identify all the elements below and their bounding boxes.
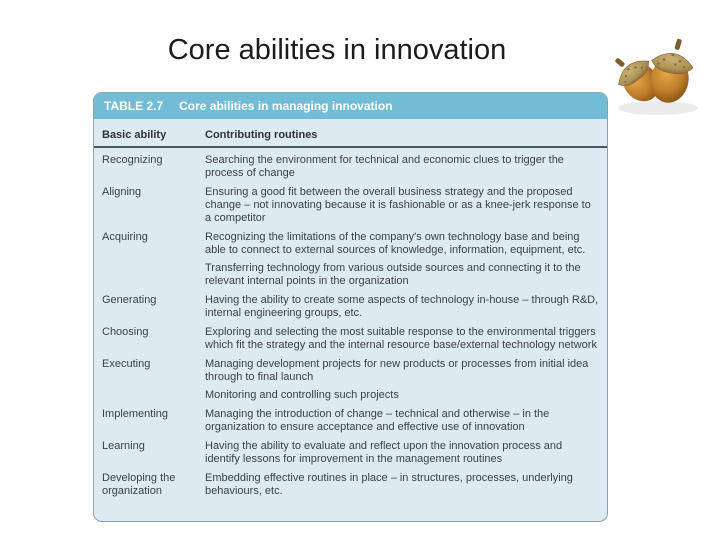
- column-header-basic-ability: Basic ability: [102, 129, 167, 141]
- innovation-table: TABLE 2.7 Core abilities in managing inn…: [93, 92, 608, 522]
- table-row: Generating Having the ability to create …: [102, 294, 599, 320]
- basic-ability-cell: Learning: [102, 440, 145, 452]
- routine-paragraph: Searching the environment for technical …: [205, 154, 564, 179]
- column-headers: Basic ability Contributing routines: [94, 119, 607, 148]
- contributing-routines-cell: Ensuring a good fit between the overall …: [205, 186, 599, 225]
- routine-paragraph: Monitoring and controlling such projects: [205, 389, 399, 401]
- routine-paragraph: Managing the introduction of change – te…: [205, 408, 550, 433]
- contributing-routines-cell: Having the ability to create some aspect…: [205, 294, 599, 320]
- basic-ability-cell: Implementing: [102, 408, 169, 420]
- column-header-contributing-routines: Contributing routines: [205, 129, 318, 141]
- table-body: Recognizing Searching the environment fo…: [94, 148, 607, 498]
- table-row: Learning Having the ability to evaluate …: [102, 440, 599, 466]
- page-title: Core abilities in innovation: [167, 34, 507, 66]
- table-row: Aligning Ensuring a good fit between the…: [102, 186, 599, 225]
- contributing-routines-cell: Searching the environment for technical …: [205, 154, 599, 180]
- contributing-routines-cell: Recognizing the limitations of the compa…: [205, 231, 599, 288]
- basic-ability-cell: Developing the organization: [102, 472, 176, 497]
- basic-ability-cell: Generating: [102, 294, 157, 306]
- contributing-routines-cell: Exploring and selecting the most suitabl…: [205, 326, 599, 352]
- table-number: TABLE 2.7: [104, 99, 164, 113]
- basic-ability-cell: Choosing: [102, 326, 149, 338]
- contributing-routines-cell: Having the ability to evaluate and refle…: [205, 440, 599, 466]
- routine-paragraph: Embedding effective routines in place – …: [205, 472, 573, 497]
- contributing-routines-cell: Embedding effective routines in place – …: [205, 472, 599, 498]
- routine-paragraph: Managing development projects for new pr…: [205, 358, 589, 383]
- routine-paragraph: Exploring and selecting the most suitabl…: [205, 326, 597, 351]
- basic-ability-cell: Aligning: [102, 186, 142, 198]
- contributing-routines-cell: Managing development projects for new pr…: [205, 358, 599, 402]
- basic-ability-cell: Recognizing: [102, 154, 163, 166]
- table-row: Recognizing Searching the environment fo…: [102, 154, 599, 180]
- table-row: Choosing Exploring and selecting the mos…: [102, 326, 599, 352]
- table-row: Developing the organization Embedding ef…: [102, 472, 599, 498]
- acorns-image: [602, 16, 714, 120]
- table-row: Implementing Managing the introduction o…: [102, 408, 599, 434]
- table-row: Executing Managing development projects …: [102, 358, 599, 402]
- routine-paragraph: Having the ability to create some aspect…: [205, 294, 599, 319]
- routine-paragraph: Ensuring a good fit between the overall …: [205, 186, 591, 224]
- table-title-bar: TABLE 2.7 Core abilities in managing inn…: [94, 93, 607, 119]
- routine-paragraph: Having the ability to evaluate and refle…: [205, 440, 563, 465]
- routine-paragraph: Transferring technology from various out…: [205, 262, 581, 287]
- table-row: Acquiring Recognizing the limitations of…: [102, 231, 599, 288]
- acorn-icon: [615, 38, 698, 115]
- contributing-routines-cell: Managing the introduction of change – te…: [205, 408, 599, 434]
- routine-paragraph: Recognizing the limitations of the compa…: [205, 231, 586, 256]
- basic-ability-cell: Executing: [102, 358, 151, 370]
- table-caption: Core abilities in managing innovation: [179, 99, 393, 113]
- basic-ability-cell: Acquiring: [102, 231, 148, 243]
